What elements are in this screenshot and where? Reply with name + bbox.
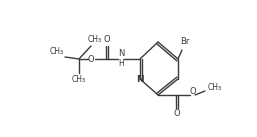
Text: CH₃: CH₃	[50, 46, 64, 55]
Text: CH₃: CH₃	[72, 75, 86, 85]
Text: H: H	[118, 58, 124, 68]
Text: N: N	[136, 75, 144, 83]
Text: CH₃: CH₃	[208, 82, 222, 92]
Text: CH₃: CH₃	[88, 35, 102, 45]
Text: Br: Br	[180, 36, 190, 45]
Text: O: O	[190, 88, 196, 96]
Text: O: O	[88, 55, 94, 64]
Text: N: N	[118, 49, 124, 58]
Text: O: O	[174, 109, 180, 119]
Text: O: O	[104, 35, 110, 45]
